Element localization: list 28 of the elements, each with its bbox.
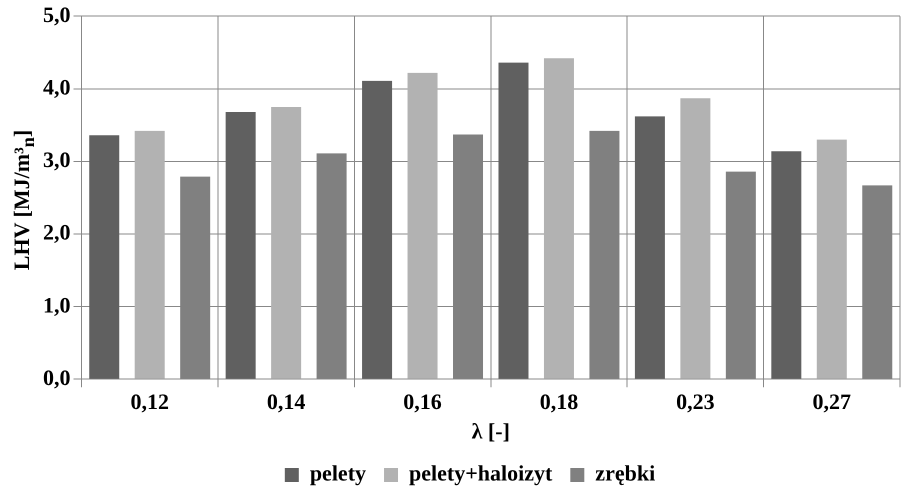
x-tick-label: 0,18 [540,389,578,414]
y-tick-label: 5,0 [43,2,70,27]
bar [498,62,528,379]
x-tick-label: 0,27 [812,389,852,414]
bar [816,140,847,379]
bar [226,112,256,379]
x-tick-label: 0,12 [130,389,169,414]
legend-label: zrębki [595,460,656,486]
x-tick-label: 0,23 [676,389,715,414]
y-tick-label: 4,0 [43,74,70,100]
bar [271,106,302,379]
x-tick-label: 0,14 [266,389,306,414]
bar [634,116,665,379]
y-tick-label: 3,0 [43,147,70,172]
bar [362,80,392,379]
y-tick-label: 0,0 [43,364,70,390]
x-axis-title: λ [-] [472,418,510,444]
y-tick-label: 2,0 [43,220,70,245]
bar [680,98,710,379]
bar [544,58,574,379]
x-tick-label: 0,16 [403,389,442,414]
bar [89,135,120,379]
bar [408,72,438,379]
legend-label: pelety [310,460,366,486]
y-tick-label: 1,0 [43,292,70,318]
bar [771,151,802,379]
bar [134,130,165,379]
legend-label: pelety+haloizyt [409,460,553,486]
